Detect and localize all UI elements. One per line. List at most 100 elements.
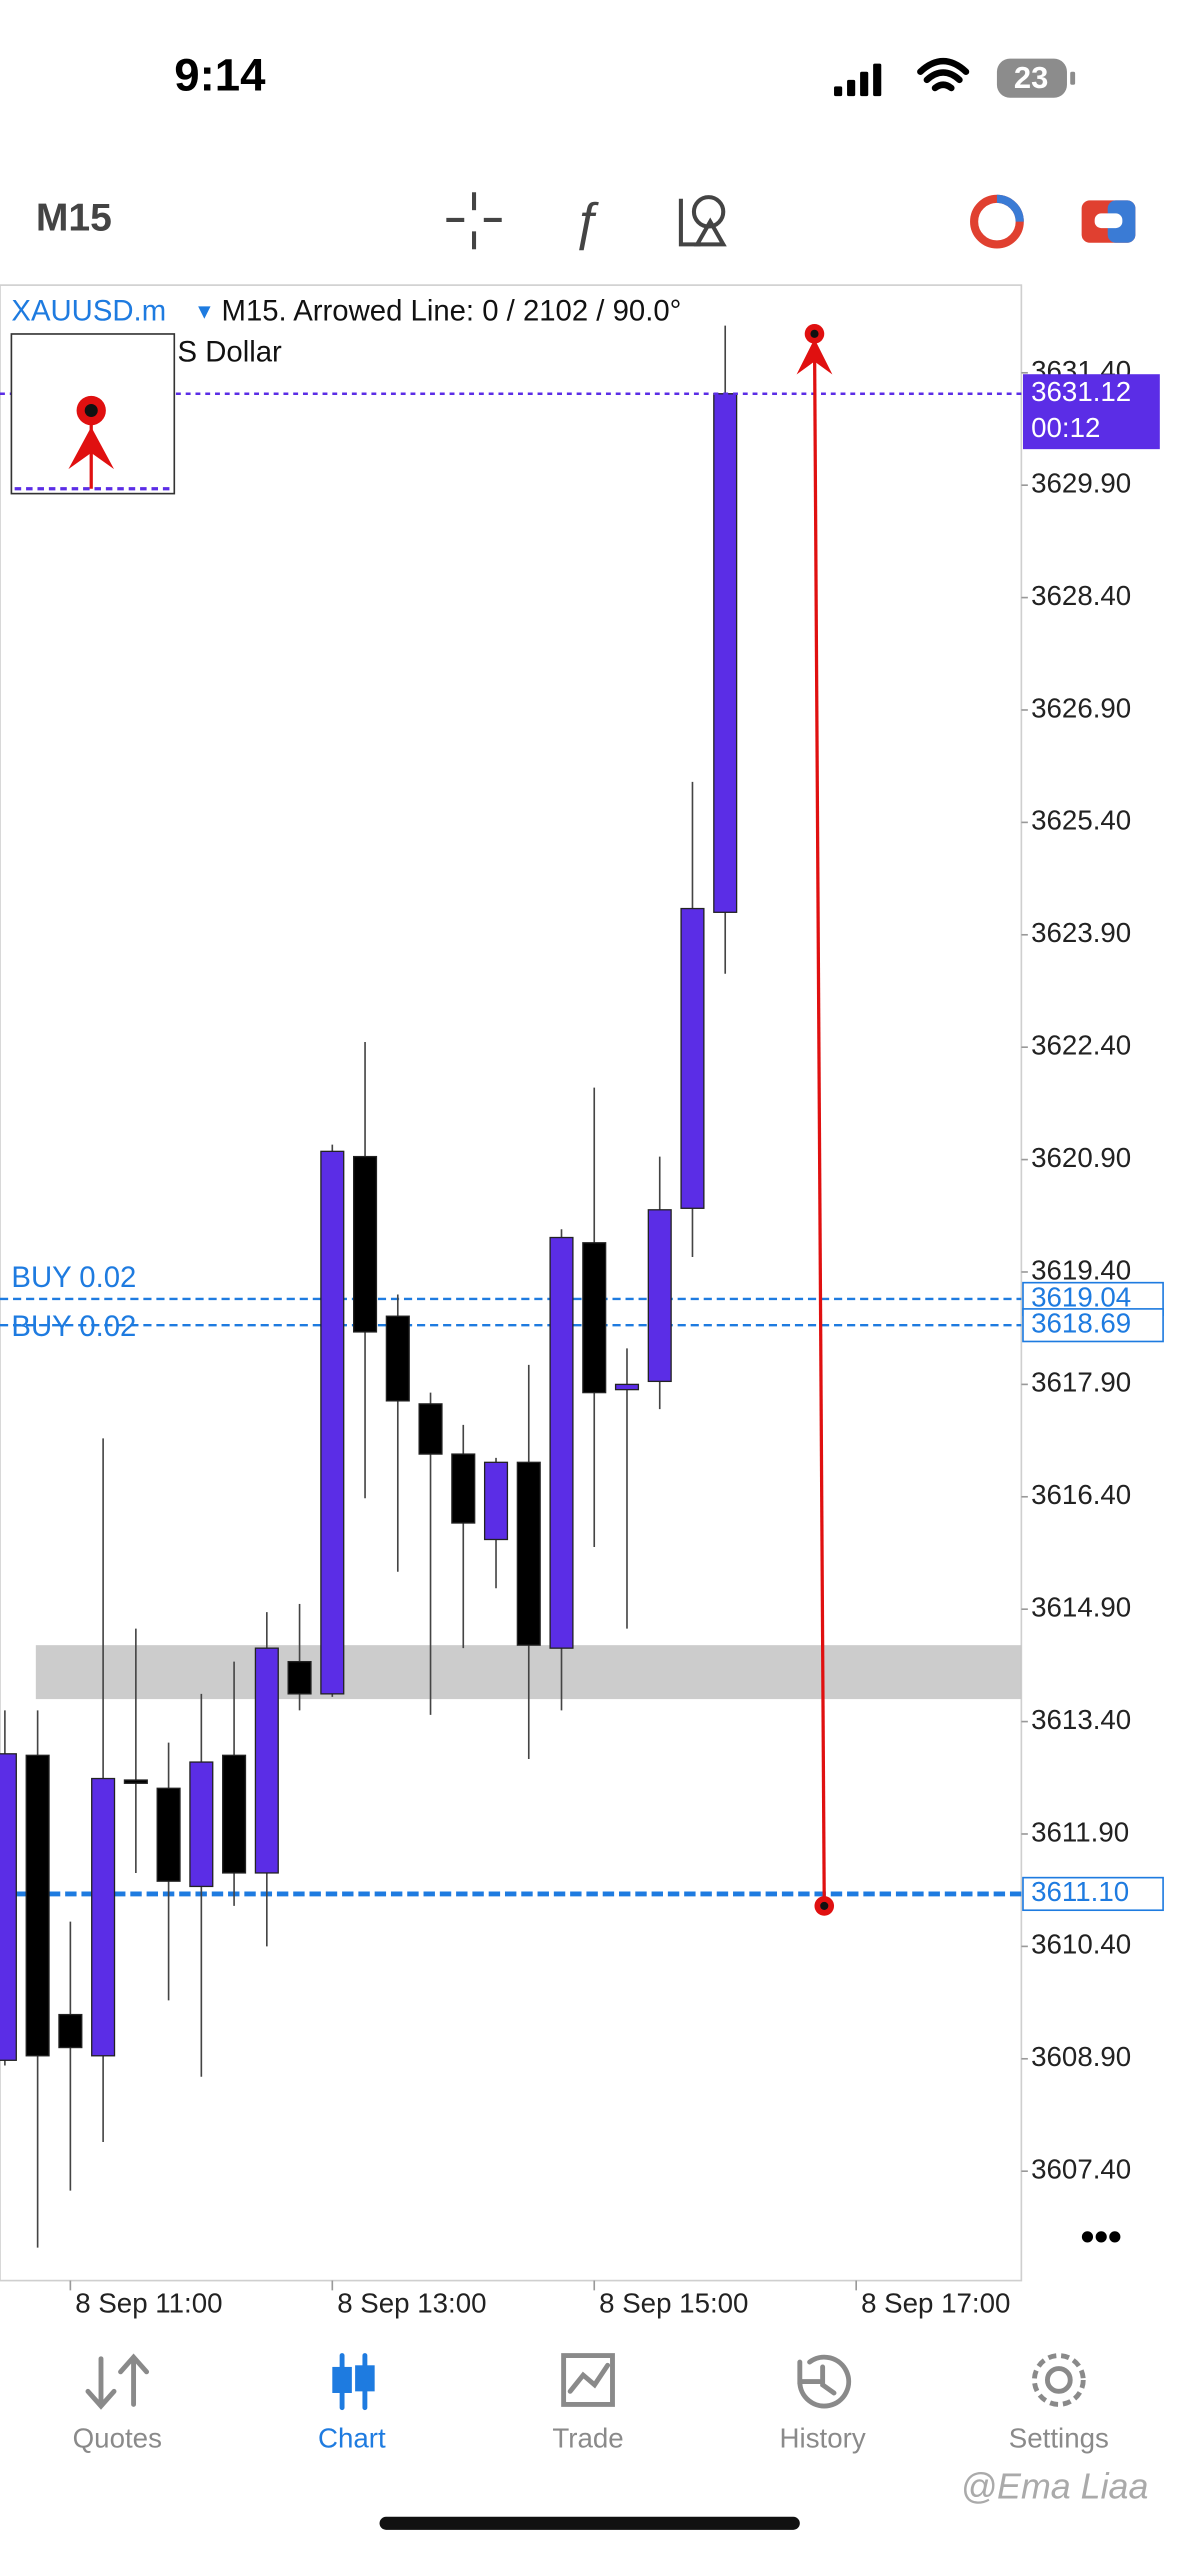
- price-label: 3631.12: [1031, 376, 1131, 407]
- arrow-end-center: [810, 329, 819, 338]
- arrowed-line[interactable]: [812, 333, 826, 1906]
- tab-label: Trade: [552, 2423, 623, 2454]
- order-price-label: 3619.04: [1031, 1281, 1131, 1312]
- candle-body: [189, 1761, 214, 1888]
- y-tick-label: 3614.90: [1031, 1591, 1131, 1622]
- x-tick-label: 8 Sep 11:00: [75, 2287, 222, 2318]
- order-price-box: [1022, 1876, 1164, 1912]
- tab-bar: Quotes Chart Trade History Settings: [73, 2353, 1109, 2454]
- y-tick-label: 3611.90: [1031, 1816, 1129, 1847]
- plot: 3631.403629.903628.403626.903625.403623.…: [0, 324, 1164, 2318]
- candle-body: [614, 1383, 640, 1391]
- y-tick-label: 3613.40: [1031, 1704, 1131, 1735]
- y-tick-label: 3622.40: [1031, 1029, 1131, 1060]
- candle-body: [58, 2013, 83, 2049]
- tab[interactable]: Settings: [1009, 2353, 1109, 2454]
- arrow-start-center: [820, 1901, 829, 1910]
- order-price-box: [1022, 1308, 1164, 1343]
- tab-icon-candle: [332, 2366, 352, 2393]
- price-timer: 00:12: [1031, 412, 1100, 443]
- y-tick-label: 3610.40: [1031, 1929, 1131, 1960]
- y-tick-label: 3628.40: [1031, 580, 1131, 611]
- candle-body: [156, 1787, 181, 1882]
- tab-label: Chart: [318, 2423, 386, 2454]
- tab[interactable]: Quotes: [73, 2353, 162, 2454]
- crosshair-button[interactable]: [446, 192, 502, 250]
- order-price-label: 3618.69: [1031, 1308, 1131, 1339]
- tab-icon: [797, 2354, 852, 2409]
- signal-icon: [834, 63, 882, 97]
- order-name: BUY 0.02: [11, 1310, 136, 1343]
- candle-body: [451, 1453, 476, 1524]
- candle-body: [25, 1754, 50, 2057]
- candle-body: [680, 907, 705, 1209]
- y-tick-label: 3625.40: [1031, 805, 1131, 836]
- y-tick-label: 3607.40: [1031, 2154, 1131, 2185]
- y-tick-label: 3626.90: [1031, 692, 1131, 723]
- wifi-icon: [917, 57, 970, 92]
- order-name: BUY 0.02: [11, 1261, 136, 1294]
- y-tick-label: 3608.90: [1031, 2041, 1131, 2072]
- symbol-description: S Dollar: [178, 335, 282, 368]
- preview-dot-center: [84, 404, 98, 418]
- account-button[interactable]: [970, 194, 1024, 249]
- candle-body: [516, 1461, 541, 1646]
- timeframe[interactable]: M15: [36, 196, 112, 239]
- tab-icon: [85, 2353, 150, 2410]
- candle-body: [418, 1403, 443, 1455]
- candle-body: [582, 1242, 607, 1394]
- indicators-button[interactable]: ƒ: [572, 193, 601, 251]
- candle-body: [222, 1754, 247, 1874]
- tab-label: History: [780, 2423, 866, 2454]
- candle-body: [647, 1209, 672, 1383]
- y-tick-label: 3616.40: [1031, 1479, 1131, 1510]
- objects-button[interactable]: [678, 195, 727, 247]
- tab-label: Settings: [1009, 2423, 1109, 2454]
- y-tick-label: 3619.40: [1031, 1254, 1131, 1285]
- candle-body: [483, 1461, 509, 1541]
- candle-body: [123, 1779, 148, 1784]
- battery-cap: [1070, 71, 1076, 85]
- tab[interactable]: Chart: [318, 2353, 386, 2454]
- tab-icon: [561, 2353, 615, 2407]
- battery: [996, 58, 1067, 98]
- candle-body: [287, 1660, 312, 1695]
- tab-label: Quotes: [73, 2423, 162, 2454]
- candle-body: [0, 1753, 17, 2061]
- tab[interactable]: History: [780, 2354, 866, 2454]
- battery-level: 23: [1014, 60, 1048, 95]
- tab-icon-gear: [1031, 2353, 1086, 2407]
- price-box: [1022, 374, 1160, 450]
- tab[interactable]: Trade: [552, 2353, 624, 2454]
- x-tick-label: 8 Sep 15:00: [599, 2287, 748, 2318]
- candle-body: [254, 1647, 279, 1874]
- candle-body: [320, 1150, 345, 1695]
- candle-body: [713, 393, 738, 913]
- symbol-dropdown[interactable]: ▼: [194, 300, 215, 323]
- x-tick-label: 8 Sep 17:00: [861, 2287, 1010, 2318]
- y-tick-label: 3629.90: [1031, 467, 1131, 498]
- candle-body: [385, 1315, 410, 1402]
- preview-arrow-head: [68, 426, 115, 470]
- clock: 9:14: [174, 49, 266, 100]
- chart-subtitle: M15. Arrowed Line: 0 / 2102 / 90.0°: [222, 295, 682, 328]
- y-tick-label: 3623.90: [1031, 917, 1131, 948]
- candle-body: [549, 1236, 574, 1649]
- chart-frame: [0, 284, 1023, 2282]
- more-button[interactable]: •••: [1081, 2216, 1122, 2259]
- tab-icon-candle: [355, 2365, 375, 2392]
- x-tick-label: 8 Sep 13:00: [337, 2287, 486, 2318]
- tab-icon: [1044, 2366, 1073, 2394]
- watermark: @Ema Liaa: [961, 2467, 1149, 2507]
- candle-body: [91, 1777, 116, 2057]
- y-tick-label: 3620.90: [1031, 1142, 1131, 1173]
- home-indicator: [379, 2516, 800, 2530]
- candle-body: [352, 1155, 378, 1333]
- order-price-label: 3611.10: [1031, 1876, 1129, 1907]
- y-tick-label: 3617.90: [1031, 1367, 1131, 1398]
- trade-button[interactable]: [1081, 200, 1136, 243]
- chart-symbol[interactable]: XAUUSD.m: [11, 295, 166, 328]
- arrow-head: [796, 338, 833, 375]
